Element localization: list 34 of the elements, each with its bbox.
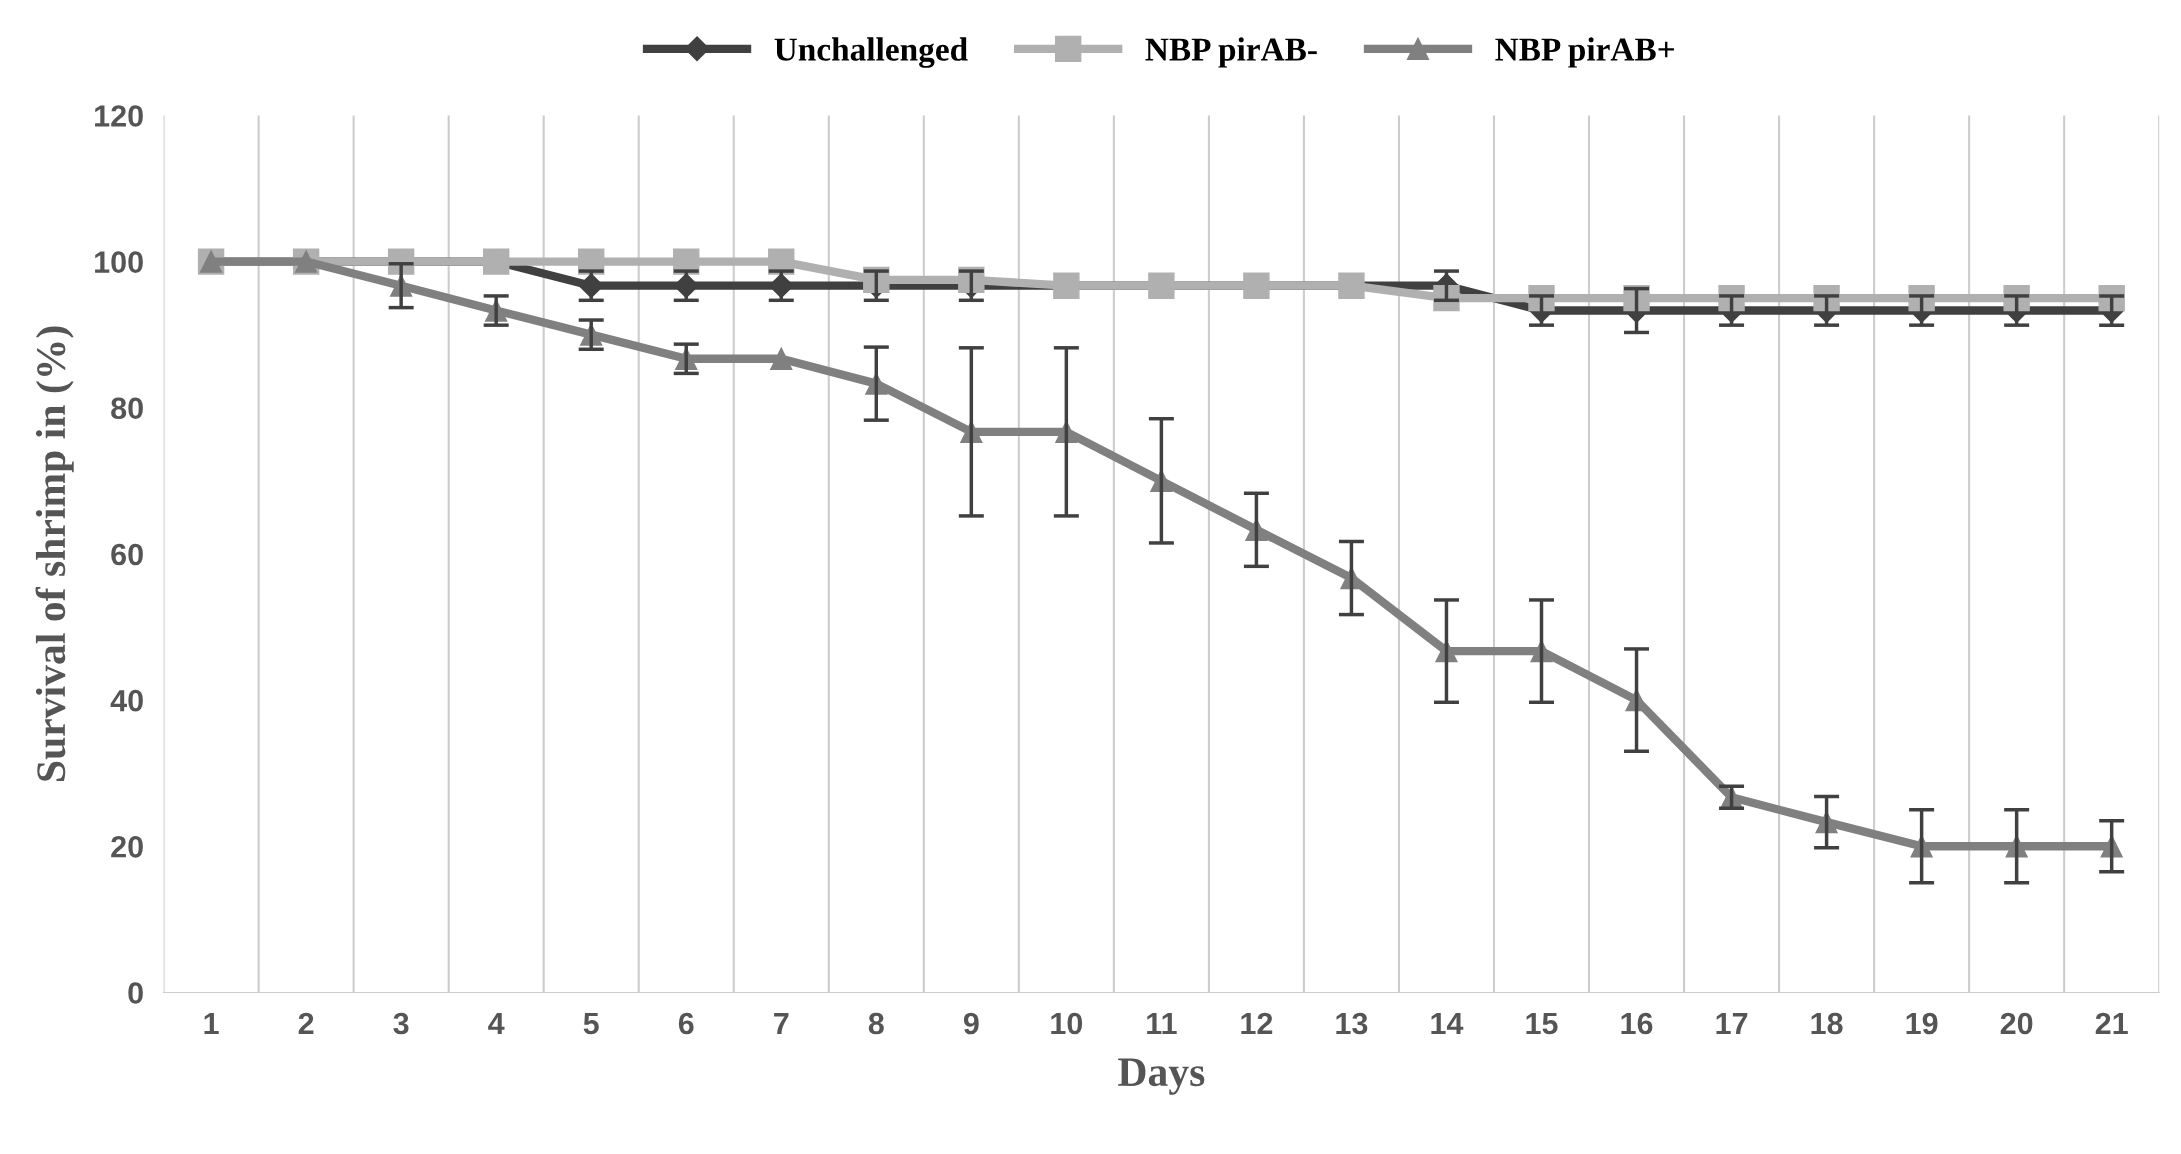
x-tick-label: 1: [204, 1013, 219, 1035]
y-tick-label: 80: [111, 397, 143, 420]
x-tick-label: 13: [1336, 1012, 1368, 1035]
x-tick-label: 3: [393, 1012, 409, 1035]
x-tick-label: 7: [774, 1013, 789, 1035]
y-tick-label: 60: [111, 543, 143, 566]
x-tick-label: 6: [678, 1012, 694, 1035]
x-tick-label: 15: [1526, 1013, 1558, 1035]
x-tick-label: 14: [1431, 1013, 1464, 1035]
x-tick-label: 9: [963, 1012, 979, 1035]
y-tick-label: 20: [111, 836, 143, 858]
legend-label: Unchallenged: [774, 37, 968, 68]
point: [770, 347, 793, 370]
x-tick-label: 17: [1716, 1013, 1748, 1035]
y-axis-title: Survival of shrimp in (%): [35, 326, 74, 781]
x-tick-label: 11: [1147, 1013, 1177, 1035]
x-tick-label: 5: [583, 1013, 599, 1035]
x-tick-label: 12: [1241, 1012, 1273, 1035]
x-tick-label: 8: [868, 1012, 884, 1035]
y-tick-label: 0: [128, 982, 143, 1004]
legend-label: NBP pirAB+: [1495, 37, 1674, 68]
x-tick-label: 16: [1621, 1012, 1653, 1035]
x-tick-label: 4: [488, 1013, 505, 1035]
x-tick-label: 18: [1811, 1012, 1843, 1035]
y-tick-label: 40: [110, 689, 143, 712]
x-axis-title: Days: [1118, 1058, 1205, 1095]
x-tick-label: 20: [2000, 1012, 2033, 1035]
x-tick-label: 10: [1051, 1012, 1083, 1035]
x-tick-label: 2: [298, 1012, 314, 1035]
x-tick-label: 19: [1906, 1012, 1938, 1035]
y-tick-label: 120: [95, 105, 143, 127]
legend-label: NBP pirAB-: [1145, 37, 1317, 68]
x-tick-label: 21: [2095, 1012, 2128, 1035]
y-tick-label: 100: [95, 251, 143, 273]
